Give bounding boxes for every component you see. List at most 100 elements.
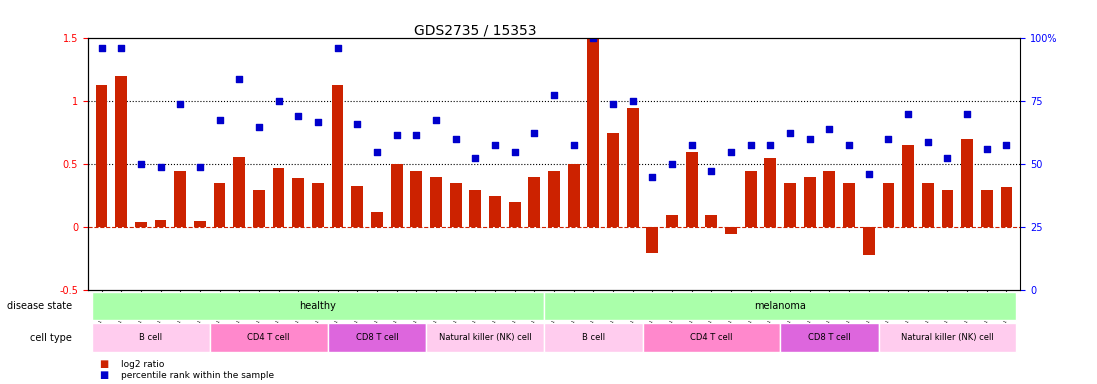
Bar: [765, 158, 777, 227]
Bar: [331, 85, 343, 227]
Text: CD4 T cell: CD4 T cell: [690, 333, 733, 342]
FancyBboxPatch shape: [328, 323, 426, 352]
Point: [664, 161, 681, 167]
Text: healthy: healthy: [299, 301, 337, 311]
Point: [506, 149, 523, 155]
Point: [644, 174, 661, 180]
Point: [801, 136, 818, 142]
Point: [329, 45, 347, 51]
Point: [112, 45, 129, 51]
Bar: [174, 170, 186, 227]
Text: CD8 T cell: CD8 T cell: [355, 333, 398, 342]
Bar: [253, 190, 264, 227]
Text: GDS2735 / 15353: GDS2735 / 15353: [415, 23, 536, 37]
Point: [446, 136, 464, 142]
Point: [191, 164, 208, 170]
Point: [545, 92, 563, 98]
Bar: [961, 139, 973, 227]
Text: log2 ratio: log2 ratio: [121, 360, 165, 369]
Point: [781, 130, 799, 136]
Bar: [135, 222, 147, 227]
Bar: [941, 190, 953, 227]
Text: B cell: B cell: [139, 333, 162, 342]
Point: [840, 142, 858, 149]
FancyBboxPatch shape: [210, 323, 328, 352]
Bar: [725, 227, 737, 233]
Bar: [745, 170, 757, 227]
Bar: [489, 196, 501, 227]
Bar: [784, 183, 796, 227]
Point: [290, 113, 307, 119]
Point: [821, 126, 838, 132]
Bar: [863, 227, 874, 255]
Bar: [824, 170, 835, 227]
Point: [211, 117, 228, 123]
Bar: [705, 215, 717, 227]
Bar: [804, 177, 816, 227]
Bar: [902, 146, 914, 227]
Point: [525, 130, 543, 136]
Bar: [1000, 187, 1013, 227]
Point: [388, 132, 406, 139]
Bar: [548, 170, 559, 227]
Point: [742, 142, 759, 149]
Point: [309, 118, 327, 124]
Bar: [351, 186, 363, 227]
Point: [93, 45, 111, 51]
Text: CD4 T cell: CD4 T cell: [248, 333, 290, 342]
Point: [900, 111, 917, 117]
Point: [407, 132, 425, 139]
FancyBboxPatch shape: [544, 292, 1016, 320]
Text: disease state: disease state: [7, 301, 72, 311]
Bar: [155, 220, 167, 227]
FancyBboxPatch shape: [780, 323, 879, 352]
Point: [427, 117, 444, 123]
Bar: [568, 164, 579, 227]
Bar: [450, 183, 462, 227]
FancyBboxPatch shape: [92, 292, 544, 320]
Bar: [626, 108, 638, 227]
Point: [604, 101, 622, 107]
Point: [959, 111, 976, 117]
FancyBboxPatch shape: [879, 323, 1016, 352]
Text: B cell: B cell: [581, 333, 604, 342]
Point: [171, 101, 189, 107]
Bar: [587, 36, 599, 227]
Text: CD8 T cell: CD8 T cell: [808, 333, 850, 342]
Bar: [470, 190, 482, 227]
Bar: [371, 212, 383, 227]
Bar: [529, 177, 540, 227]
Bar: [844, 183, 855, 227]
FancyBboxPatch shape: [643, 323, 780, 352]
Bar: [292, 178, 304, 227]
Point: [860, 171, 878, 177]
Bar: [430, 177, 442, 227]
Text: Natural killer (NK) cell: Natural killer (NK) cell: [901, 333, 994, 342]
Point: [369, 149, 386, 155]
Text: percentile rank within the sample: percentile rank within the sample: [121, 371, 274, 380]
Bar: [312, 183, 324, 227]
Bar: [921, 183, 934, 227]
Point: [683, 142, 701, 149]
Text: Natural killer (NK) cell: Natural killer (NK) cell: [439, 333, 532, 342]
Point: [486, 142, 504, 149]
Point: [230, 76, 248, 82]
Bar: [607, 133, 619, 227]
Bar: [391, 164, 403, 227]
Bar: [115, 76, 127, 227]
Bar: [666, 215, 678, 227]
Bar: [234, 157, 245, 227]
FancyBboxPatch shape: [92, 323, 210, 352]
Point: [585, 35, 602, 41]
Bar: [273, 168, 284, 227]
Bar: [882, 183, 894, 227]
Bar: [509, 202, 521, 227]
Bar: [410, 170, 422, 227]
Point: [919, 139, 937, 145]
Point: [702, 167, 720, 174]
Bar: [686, 152, 698, 227]
Text: cell type: cell type: [30, 333, 72, 343]
Point: [565, 142, 583, 149]
Bar: [646, 227, 658, 253]
Point: [250, 124, 268, 130]
